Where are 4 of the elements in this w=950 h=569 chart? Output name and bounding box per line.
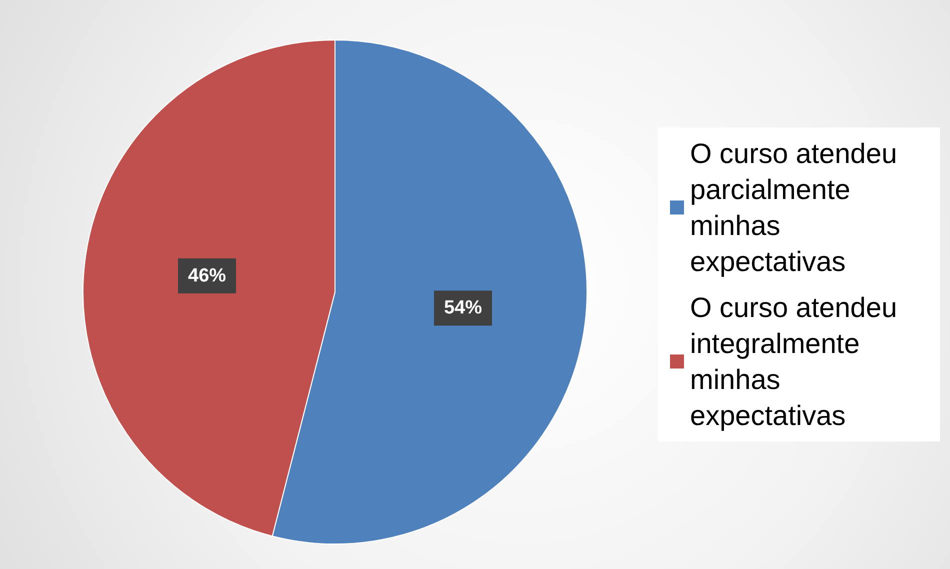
legend-label: O curso atendeu parcialmente minhas expectativas — [690, 138, 905, 277]
legend-label: O curso atendeu integralmente minhas expectativas — [690, 292, 905, 431]
data-label: 54% — [444, 298, 482, 319]
data-label: 46% — [188, 265, 226, 286]
